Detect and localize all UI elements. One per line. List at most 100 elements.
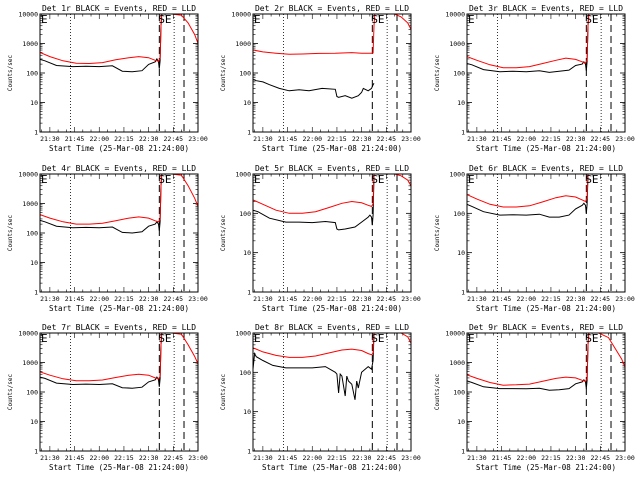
y-tick-label: 10000 [18, 330, 38, 338]
x-tick-label: 22:00 [516, 454, 536, 462]
events-series-line [40, 14, 163, 73]
y-axis-label: Counts/sec [434, 374, 441, 411]
x-tick-label: 23:00 [188, 295, 208, 303]
chart-title: Det 2r BLACK = Events, RED = LLD [255, 4, 409, 13]
annotation-e: E [468, 173, 475, 186]
plot-frame [252, 13, 412, 133]
annotation-se: SE [585, 173, 598, 186]
x-axis-label: Start Time (25-Mar-08 21:24:00) [262, 144, 402, 153]
plot-frame [39, 173, 199, 293]
annotation-se: SE [371, 13, 384, 26]
chart-title: Det 3r BLACK = Events, RED = LLD [469, 4, 623, 13]
x-tick-label: 22:30 [566, 295, 586, 303]
y-tick-label: 10 [30, 259, 38, 267]
x-tick-label: 21:30 [467, 135, 487, 143]
y-axis-label: Counts/sec [7, 55, 14, 92]
annotation-e: E [41, 13, 48, 26]
x-tick-label: 23:00 [615, 135, 635, 143]
annotation-se: SE [158, 332, 171, 345]
annotation-e: E [254, 332, 261, 345]
x-axis-label: Start Time (25-Mar-08 21:24:00) [476, 144, 616, 153]
x-axis-label: Start Time (25-Mar-08 21:24:00) [49, 463, 189, 472]
chart-title: Det 9r BLACK = Events, RED = LLD [469, 323, 623, 332]
detector-panel: Det 3r BLACK = Events, RED = LLD Counts/s… [434, 4, 635, 153]
y-tick-label: 100 [453, 210, 465, 218]
x-tick-label: 21:30 [253, 454, 273, 462]
x-tick-label: 22:00 [516, 135, 536, 143]
detector-panel: Det 5r BLACK = Events, RED = LLD Counts/s… [220, 164, 421, 313]
lld-series-line [40, 14, 198, 65]
detector-panel: Det 9r BLACK = Events, RED = LLD Counts/s… [434, 323, 635, 472]
events-series-line [467, 174, 589, 218]
x-tick-label: 22:15 [114, 454, 134, 462]
x-tick-label: 22:45 [591, 295, 611, 303]
plot-frame [466, 332, 626, 452]
x-tick-label: 22:15 [114, 295, 134, 303]
chart-title: Det 1r BLACK = Events, RED = LLD [42, 4, 196, 13]
detector-panel: Det 6r BLACK = Events, RED = LLD Counts/s… [434, 164, 635, 313]
y-tick-label: 1000 [235, 171, 251, 179]
detector-panel: Det 8r BLACK = Events, RED = LLD Counts/s… [220, 323, 421, 472]
y-tick-label: 1000 [235, 40, 251, 48]
y-axis-label: Counts/sec [220, 374, 227, 411]
x-tick-label: 23:00 [401, 295, 421, 303]
x-tick-label: 22:15 [327, 135, 347, 143]
x-tick-label: 22:00 [516, 295, 536, 303]
detector-panel: Det 7r BLACK = Events, RED = LLD Counts/s… [7, 323, 208, 472]
y-axis-label: Counts/sec [7, 374, 14, 411]
x-tick-label: 23:00 [615, 295, 635, 303]
x-tick-label: 21:45 [65, 135, 85, 143]
y-tick-label: 10000 [18, 171, 38, 179]
x-tick-label: 21:45 [65, 454, 85, 462]
y-tick-label: 1 [247, 129, 251, 137]
x-tick-label: 23:00 [615, 454, 635, 462]
y-tick-label: 1000 [449, 359, 465, 367]
lld-series-line [40, 174, 198, 225]
x-tick-label: 22:15 [541, 454, 561, 462]
x-tick-label: 22:00 [89, 135, 109, 143]
y-tick-label: 10 [457, 249, 465, 257]
chart-title: Det 5r BLACK = Events, RED = LLD [255, 164, 409, 173]
y-tick-label: 1000 [449, 40, 465, 48]
x-tick-label: 22:00 [89, 295, 109, 303]
chart-title: Det 4r BLACK = Events, RED = LLD [42, 164, 196, 173]
x-tick-label: 23:00 [401, 135, 421, 143]
y-axis-label: Counts/sec [434, 55, 441, 92]
x-tick-label: 21:30 [40, 454, 60, 462]
chart-title: Det 6r BLACK = Events, RED = LLD [469, 164, 623, 173]
x-axis-label: Start Time (25-Mar-08 21:24:00) [49, 144, 189, 153]
annotation-e: E [468, 13, 475, 26]
events-series-line [40, 174, 163, 234]
y-axis-label: Counts/sec [434, 215, 441, 252]
x-tick-label: 22:30 [352, 454, 372, 462]
annotation-e: E [41, 332, 48, 345]
y-axis-label: Counts/sec [220, 55, 227, 92]
x-tick-label: 22:45 [377, 135, 397, 143]
chart-title: Det 8r BLACK = Events, RED = LLD [255, 323, 409, 332]
y-tick-label: 1 [247, 289, 251, 297]
x-tick-label: 22:00 [302, 295, 322, 303]
y-tick-label: 1 [34, 448, 38, 456]
y-tick-label: 1 [34, 289, 38, 297]
x-tick-label: 21:30 [253, 295, 273, 303]
plot-frame [252, 173, 412, 293]
annotation-e: E [254, 173, 261, 186]
x-tick-label: 22:30 [566, 135, 586, 143]
x-tick-label: 21:45 [65, 295, 85, 303]
y-tick-label: 10000 [445, 330, 465, 338]
x-tick-label: 22:45 [377, 295, 397, 303]
lld-series-line [467, 14, 625, 69]
x-tick-label: 21:45 [278, 135, 298, 143]
annotation-e: E [468, 332, 475, 345]
x-tick-label: 22:15 [541, 135, 561, 143]
y-tick-label: 1 [461, 448, 465, 456]
y-tick-label: 1 [461, 289, 465, 297]
y-tick-label: 1000 [22, 40, 38, 48]
x-tick-label: 22:15 [114, 135, 134, 143]
plot-frame [39, 332, 199, 452]
annotation-se: SE [371, 332, 384, 345]
annotation-e: E [41, 173, 48, 186]
y-tick-label: 100 [239, 70, 251, 78]
x-axis-label: Start Time (25-Mar-08 21:24:00) [476, 304, 616, 313]
